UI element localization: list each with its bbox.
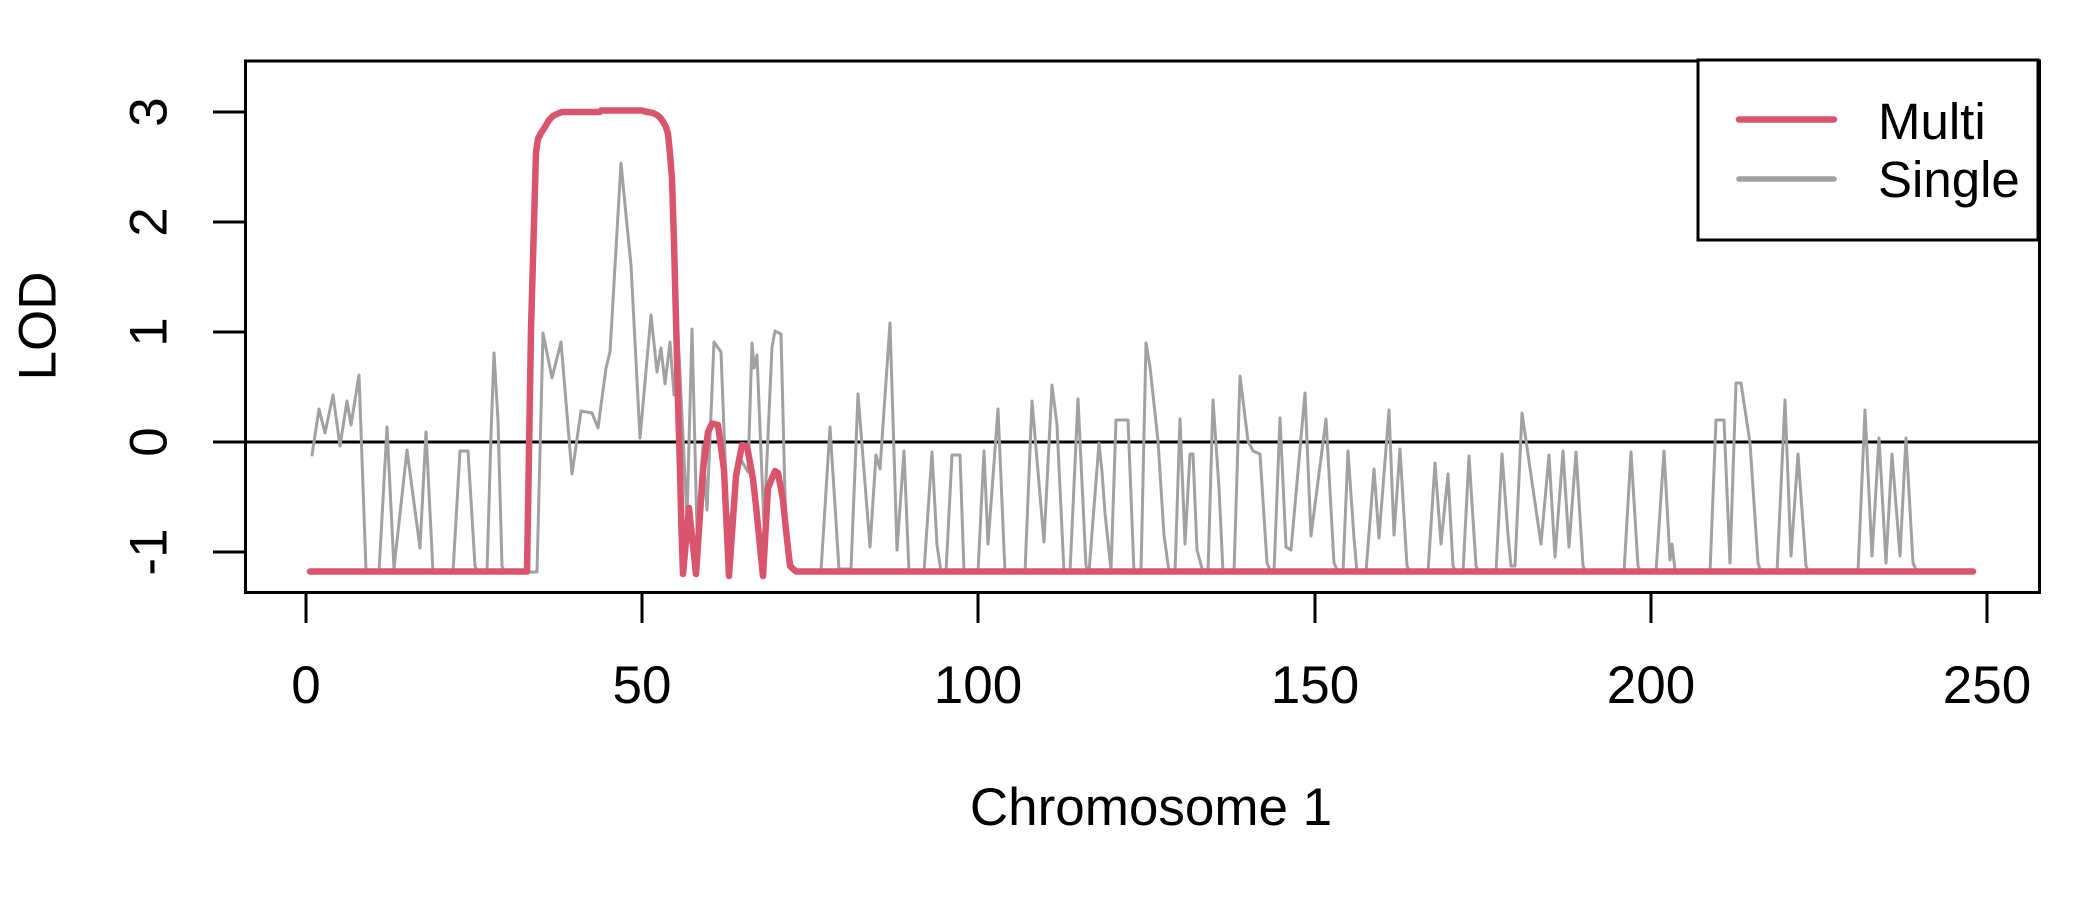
svg-text:50: 50 bbox=[613, 656, 672, 715]
svg-text:150: 150 bbox=[1271, 656, 1359, 715]
svg-text:Chromosome 1: Chromosome 1 bbox=[970, 778, 1332, 837]
svg-text:200: 200 bbox=[1607, 656, 1695, 715]
svg-text:250: 250 bbox=[1943, 656, 2031, 715]
svg-text:2: 2 bbox=[120, 207, 179, 236]
svg-text:100: 100 bbox=[934, 656, 1022, 715]
svg-text:3: 3 bbox=[120, 97, 179, 126]
svg-text:LOD: LOD bbox=[9, 272, 68, 381]
svg-text:0: 0 bbox=[291, 656, 320, 715]
svg-text:-1: -1 bbox=[120, 528, 179, 575]
svg-text:Single: Single bbox=[1878, 151, 2020, 208]
svg-text:0: 0 bbox=[120, 427, 179, 456]
svg-text:Multi: Multi bbox=[1878, 93, 1986, 150]
svg-text:1: 1 bbox=[120, 317, 179, 346]
